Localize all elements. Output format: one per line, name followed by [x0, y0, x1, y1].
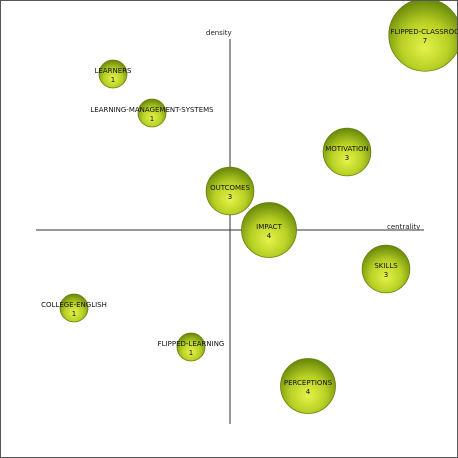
- bubble-count: 7: [423, 37, 427, 45]
- bubble-count: 3: [345, 154, 349, 162]
- bubble-label: IMPACT: [256, 223, 282, 231]
- bubble-label: FLIPPED-CLASSROO: [390, 28, 457, 36]
- bubble-circle: [388, 1, 457, 72]
- bubble-count: 1: [189, 349, 193, 357]
- bubble-count: 4: [306, 388, 311, 396]
- bubble-circle: [205, 166, 255, 216]
- bubble-count: 3: [384, 271, 388, 279]
- bubble-count: 1: [111, 76, 115, 84]
- bubble-circle: [280, 358, 336, 414]
- bubble-label: OUTCOMES: [210, 184, 250, 192]
- bubble-label: LEARNERS: [95, 67, 132, 75]
- x-axis-label: centrality: [387, 223, 420, 231]
- bubble-count: 3: [228, 193, 232, 201]
- bubble-label: PERCEPTIONS: [284, 379, 333, 387]
- bubble-circle: [241, 202, 297, 258]
- bubble-label: MOTIVATION: [325, 145, 369, 153]
- bubble-count: 1: [150, 115, 154, 123]
- bubble-circle: [137, 98, 167, 128]
- bubble-count: 4: [267, 232, 272, 240]
- bubble-layer: FLIPPED-CLASSROO7LEARNERS1LEARNING-MANAG…: [41, 1, 457, 414]
- bubble-label: LEARNING-MANAGEMENT-SYSTEMS: [90, 106, 214, 114]
- bubble-count: 1: [72, 310, 76, 318]
- bubble-circle: [98, 59, 128, 89]
- bubble-circle: [59, 293, 89, 323]
- bubble-circle: [361, 244, 411, 294]
- bubble-label: SKILLS: [374, 262, 398, 270]
- bubble-circle: [176, 332, 206, 362]
- bubble-label: COLLEGE-ENGLISH: [41, 301, 107, 309]
- bubble-circle: [322, 127, 372, 177]
- y-axis-label: density: [206, 29, 232, 37]
- bubble-label: FLIPPED-LEARNING: [158, 340, 225, 348]
